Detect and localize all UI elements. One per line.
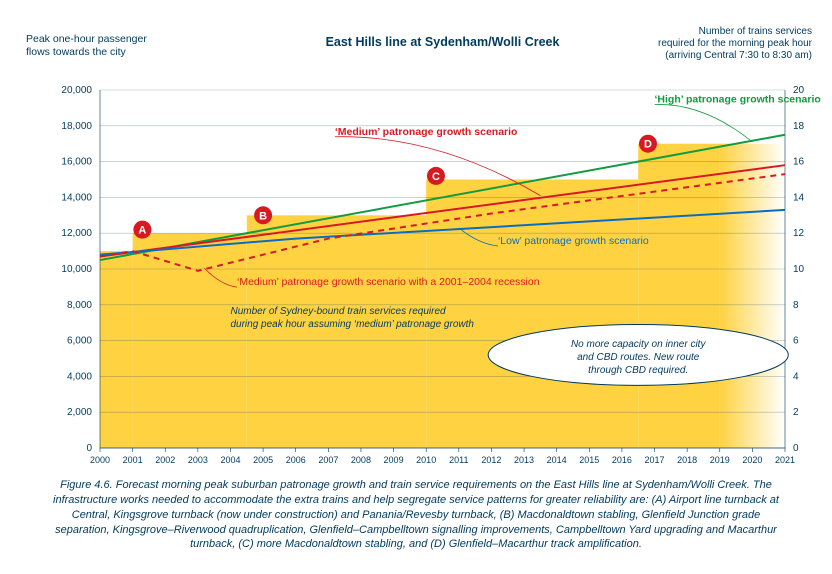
y-right-tick: 16 xyxy=(793,157,805,168)
x-tick: 2010 xyxy=(416,455,436,465)
y-left-tick: 4,000 xyxy=(67,371,92,382)
x-tick: 2011 xyxy=(449,455,468,465)
svg-text:C: C xyxy=(432,171,440,183)
marker-badge-a: A xyxy=(133,221,151,239)
med-rec-label: ‘Medium’ patronage growth scenario with … xyxy=(237,276,540,288)
callout-line: through CBD required. xyxy=(588,365,688,376)
x-tick: 2016 xyxy=(612,455,632,465)
y-right-tick: 4 xyxy=(793,371,799,382)
x-tick: 2019 xyxy=(710,455,730,465)
y-right-tick: 8 xyxy=(793,300,799,311)
marker-badge-b: B xyxy=(254,206,272,224)
y-left-label: flows towards the city xyxy=(26,46,127,58)
figure-caption: Figure 4.6. Forecast morning peak suburb… xyxy=(48,478,784,552)
capacity-bar xyxy=(247,215,426,448)
x-tick: 2020 xyxy=(742,455,762,465)
y-left-tick: 12,000 xyxy=(61,228,92,239)
x-tick: 2005 xyxy=(253,455,273,465)
y-right-tick: 10 xyxy=(793,264,805,275)
y-left-tick: 16,000 xyxy=(61,157,92,168)
x-tick: 2013 xyxy=(514,455,534,465)
x-tick: 2014 xyxy=(547,455,567,465)
x-tick: 2008 xyxy=(351,455,371,465)
y-right-label: required for the morning peak hour xyxy=(658,38,813,49)
chart-container: 0 2,000 4,000 6,000 8,000 10,000 12,000 14,000 1… xyxy=(0,0,832,574)
x-tick: 2018 xyxy=(677,455,697,465)
marker-badge-c: C xyxy=(427,167,445,185)
label-pointer xyxy=(655,104,753,141)
capacity-bar xyxy=(100,251,133,448)
callout-line: and CBD routes. New route xyxy=(577,352,700,363)
svg-text:A: A xyxy=(138,225,146,237)
y-left-tick: 20,000 xyxy=(61,85,92,96)
y-left-tick: 18,000 xyxy=(61,121,92,132)
capacity-bar xyxy=(638,144,720,448)
x-tick: 2015 xyxy=(579,455,599,465)
x-tick: 2012 xyxy=(481,455,501,465)
bar-note-line: during peak hour assuming ‘medium’ patro… xyxy=(230,319,474,330)
y-left-tick: 8,000 xyxy=(67,300,92,311)
x-tick: 2001 xyxy=(123,455,143,465)
capacity-bars xyxy=(100,144,785,448)
y-right-tick: 14 xyxy=(793,192,805,203)
x-tick: 2009 xyxy=(384,455,404,465)
y-right-tick: 6 xyxy=(793,336,799,347)
marker-badge-d: D xyxy=(639,135,657,153)
y-right-tick: 18 xyxy=(793,121,805,132)
y-left-tick: 0 xyxy=(86,443,92,454)
y-left-tick: 14,000 xyxy=(61,192,92,203)
x-tick: 2004 xyxy=(220,455,240,465)
y-right-tick: 0 xyxy=(793,443,799,454)
x-tick: 2000 xyxy=(90,455,110,465)
x-tick: 2006 xyxy=(286,455,306,465)
y-left-tick: 2,000 xyxy=(67,407,92,418)
x-tick: 2017 xyxy=(645,455,665,465)
svg-text:D: D xyxy=(644,139,652,151)
y-right-tick: 12 xyxy=(793,228,805,239)
high-label: ‘High’ patronage growth scenario xyxy=(655,94,821,106)
callout-line: No more capacity on inner city xyxy=(571,339,707,350)
y-left-tick: 6,000 xyxy=(67,336,92,347)
chart-title: East Hills line at Sydenham/Wolli Creek xyxy=(326,35,560,49)
y-left-tick: 10,000 xyxy=(61,264,92,275)
capacity-bar-fade xyxy=(720,144,785,448)
x-tick: 2021 xyxy=(775,455,795,465)
low-label: ‘Low’ patronage growth scenario xyxy=(498,235,649,247)
bar-note-line: Number of Sydney-bound train services re… xyxy=(230,306,446,317)
med-label: ‘Medium’ patronage growth scenario xyxy=(335,126,518,138)
svg-text:B: B xyxy=(259,210,267,222)
x-tick: 2007 xyxy=(318,455,338,465)
y-right-label: Number of trains services xyxy=(699,26,812,37)
y-right-tick: 2 xyxy=(793,407,799,418)
y-right-label: (arriving Central 7:30 to 8:30 am) xyxy=(665,50,812,61)
x-tick: 2002 xyxy=(155,455,175,465)
y-left-label: Peak one-hour passenger xyxy=(26,33,147,45)
x-tick: 2003 xyxy=(188,455,208,465)
